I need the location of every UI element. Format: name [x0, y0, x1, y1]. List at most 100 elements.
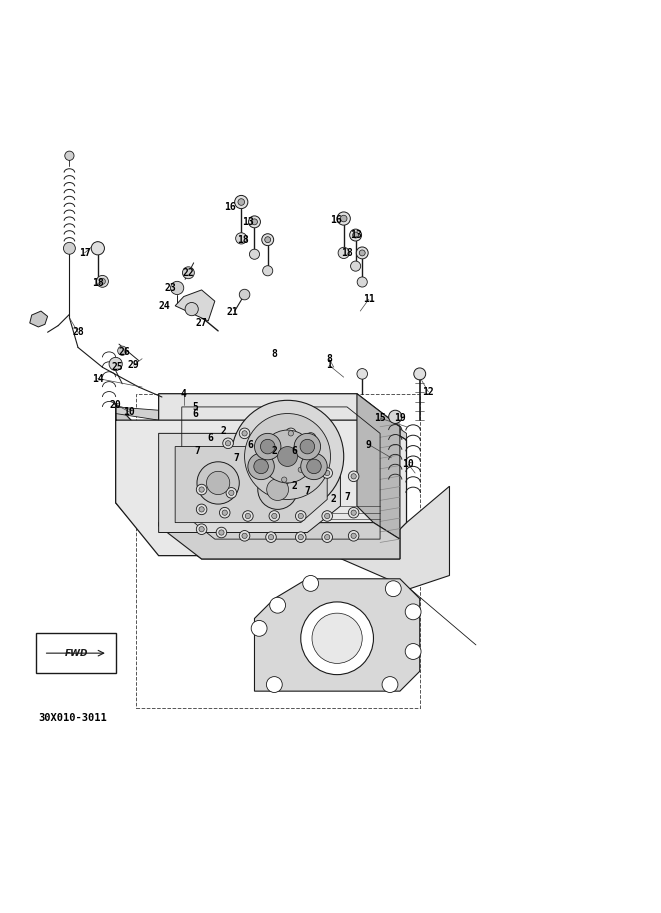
Text: 18: 18 — [237, 235, 249, 245]
Circle shape — [382, 677, 398, 692]
Polygon shape — [116, 404, 407, 556]
Polygon shape — [159, 434, 340, 532]
Text: 24: 24 — [158, 300, 170, 310]
Text: 8: 8 — [327, 353, 332, 363]
Circle shape — [337, 212, 350, 226]
Circle shape — [325, 470, 330, 476]
Circle shape — [385, 581, 401, 596]
Circle shape — [251, 621, 267, 636]
Circle shape — [295, 532, 306, 542]
Circle shape — [266, 677, 282, 692]
Circle shape — [266, 532, 276, 542]
Circle shape — [199, 507, 204, 512]
Polygon shape — [357, 394, 400, 539]
Circle shape — [270, 597, 286, 614]
Text: 13: 13 — [350, 230, 362, 240]
Circle shape — [312, 614, 362, 664]
Circle shape — [65, 152, 74, 161]
Text: 20: 20 — [110, 400, 122, 410]
Text: 7: 7 — [305, 486, 310, 496]
Circle shape — [288, 431, 293, 436]
Text: 10: 10 — [403, 459, 414, 469]
Circle shape — [295, 465, 306, 475]
Text: 2: 2 — [292, 481, 297, 491]
Circle shape — [269, 510, 280, 521]
Circle shape — [325, 534, 330, 540]
Text: 15: 15 — [374, 414, 386, 423]
Circle shape — [63, 242, 75, 254]
Bar — [136, 394, 420, 708]
Circle shape — [305, 433, 316, 444]
Text: 9: 9 — [366, 439, 371, 449]
Circle shape — [307, 459, 321, 474]
Circle shape — [239, 530, 250, 541]
Circle shape — [185, 302, 198, 316]
Text: 30X010-3011: 30X010-3011 — [38, 712, 107, 722]
Circle shape — [118, 346, 127, 355]
Circle shape — [405, 644, 421, 659]
Circle shape — [249, 249, 260, 259]
Circle shape — [282, 477, 287, 482]
Circle shape — [225, 441, 231, 446]
Circle shape — [196, 484, 207, 495]
Text: 28: 28 — [72, 327, 84, 337]
Circle shape — [216, 527, 227, 538]
Text: 2: 2 — [221, 426, 226, 436]
Text: 10: 10 — [123, 406, 135, 416]
Circle shape — [414, 368, 426, 380]
Circle shape — [351, 510, 356, 515]
Circle shape — [301, 453, 327, 479]
Circle shape — [298, 467, 303, 472]
Circle shape — [196, 504, 207, 515]
Text: FWD: FWD — [65, 648, 88, 657]
Circle shape — [182, 267, 194, 278]
Circle shape — [196, 524, 207, 534]
Circle shape — [350, 261, 361, 271]
Circle shape — [308, 436, 313, 441]
Circle shape — [357, 369, 368, 379]
Text: 26: 26 — [118, 347, 130, 357]
Text: 5: 5 — [192, 402, 198, 412]
Text: 14: 14 — [92, 373, 104, 383]
Text: 7: 7 — [234, 453, 239, 463]
Polygon shape — [334, 487, 449, 589]
Text: 2: 2 — [272, 446, 277, 456]
Circle shape — [109, 357, 122, 371]
Circle shape — [303, 575, 319, 592]
Text: 1: 1 — [327, 361, 332, 371]
Circle shape — [348, 508, 359, 518]
Circle shape — [353, 232, 358, 238]
Circle shape — [338, 247, 350, 258]
Circle shape — [322, 532, 332, 542]
Circle shape — [239, 428, 250, 438]
Circle shape — [223, 438, 233, 448]
Text: 6: 6 — [208, 433, 213, 443]
Text: 17: 17 — [79, 248, 91, 257]
Circle shape — [229, 490, 234, 496]
Circle shape — [295, 510, 306, 521]
Circle shape — [219, 508, 230, 518]
Circle shape — [405, 603, 421, 620]
Text: 11: 11 — [363, 294, 375, 304]
Circle shape — [286, 428, 296, 438]
Circle shape — [267, 478, 288, 500]
Circle shape — [322, 467, 332, 478]
Circle shape — [389, 410, 402, 424]
Polygon shape — [116, 407, 407, 440]
Text: 25: 25 — [112, 362, 124, 373]
Text: 19: 19 — [394, 414, 406, 423]
Circle shape — [254, 459, 268, 474]
Circle shape — [351, 474, 356, 479]
Circle shape — [219, 530, 224, 535]
Circle shape — [242, 533, 247, 539]
Polygon shape — [254, 579, 420, 691]
Circle shape — [245, 414, 330, 499]
Circle shape — [298, 534, 303, 540]
Circle shape — [248, 453, 274, 479]
Circle shape — [278, 446, 297, 467]
Circle shape — [325, 513, 330, 519]
Circle shape — [199, 527, 204, 532]
Circle shape — [235, 195, 248, 209]
Circle shape — [251, 219, 258, 225]
Circle shape — [197, 462, 239, 504]
